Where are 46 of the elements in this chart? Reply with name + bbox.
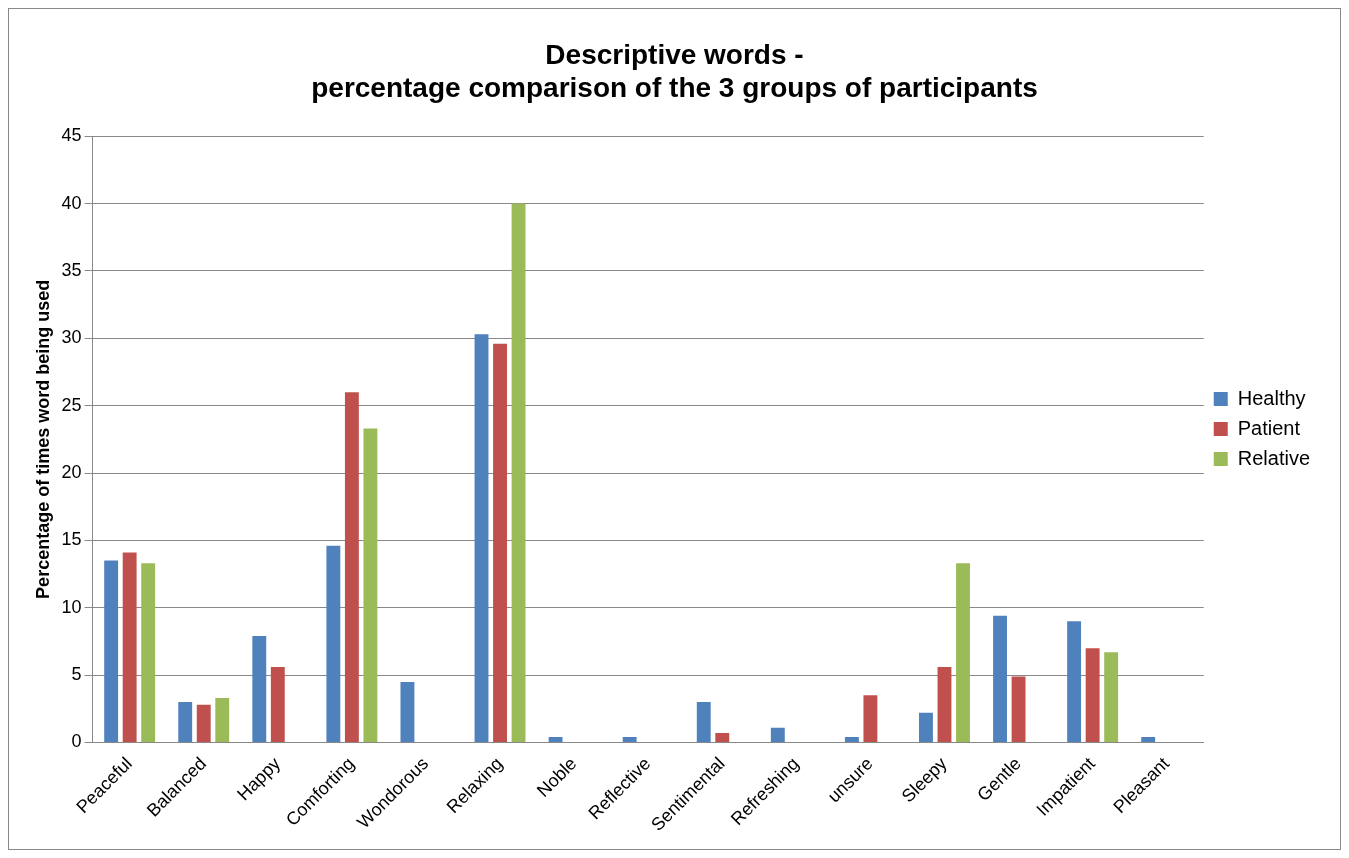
y-tick-label: 10 (61, 596, 82, 617)
bar (937, 667, 952, 743)
y-tick-label: 25 (61, 394, 82, 415)
y-axis-title: Percentage of times word being used (32, 279, 53, 599)
chart-title: Descriptive words - percentage comparison of the 3 groups of participants (311, 38, 1038, 104)
bar (919, 712, 933, 743)
y-tick-label: 40 (61, 192, 82, 213)
y-tick-label: 15 (61, 529, 82, 550)
bar (141, 563, 156, 743)
bar (474, 334, 489, 743)
bar (252, 636, 267, 743)
bar (400, 681, 415, 743)
bar (770, 727, 785, 743)
legend-label: Healthy (1237, 386, 1306, 409)
bar (1141, 737, 1156, 743)
bar (715, 733, 730, 743)
y-tick-label: 45 (61, 125, 82, 146)
bar (493, 343, 507, 743)
legend-label: Relative (1237, 446, 1311, 469)
bar (326, 545, 341, 743)
bar (993, 615, 1007, 743)
bar (1104, 652, 1119, 743)
bar (178, 702, 193, 743)
bar (1067, 621, 1082, 743)
bar (1085, 648, 1100, 743)
bar (344, 392, 359, 743)
bar (863, 695, 878, 743)
bar (548, 737, 563, 743)
legend-label: Patient (1237, 416, 1301, 439)
bar (956, 563, 970, 743)
bar (1011, 676, 1026, 743)
y-tick-label: 20 (61, 462, 82, 483)
bar (215, 698, 230, 743)
bar (196, 704, 211, 743)
bar (270, 667, 285, 743)
y-tick-label: 0 (71, 731, 82, 752)
bar (844, 737, 859, 743)
bar (363, 428, 378, 743)
bar (696, 702, 711, 743)
bar (622, 737, 637, 743)
bar (104, 560, 119, 743)
y-tick-label: 5 (71, 664, 82, 685)
y-tick-label: 35 (61, 259, 82, 280)
y-tick-label: 30 (61, 327, 82, 348)
bar (122, 552, 137, 743)
bar (511, 203, 526, 743)
